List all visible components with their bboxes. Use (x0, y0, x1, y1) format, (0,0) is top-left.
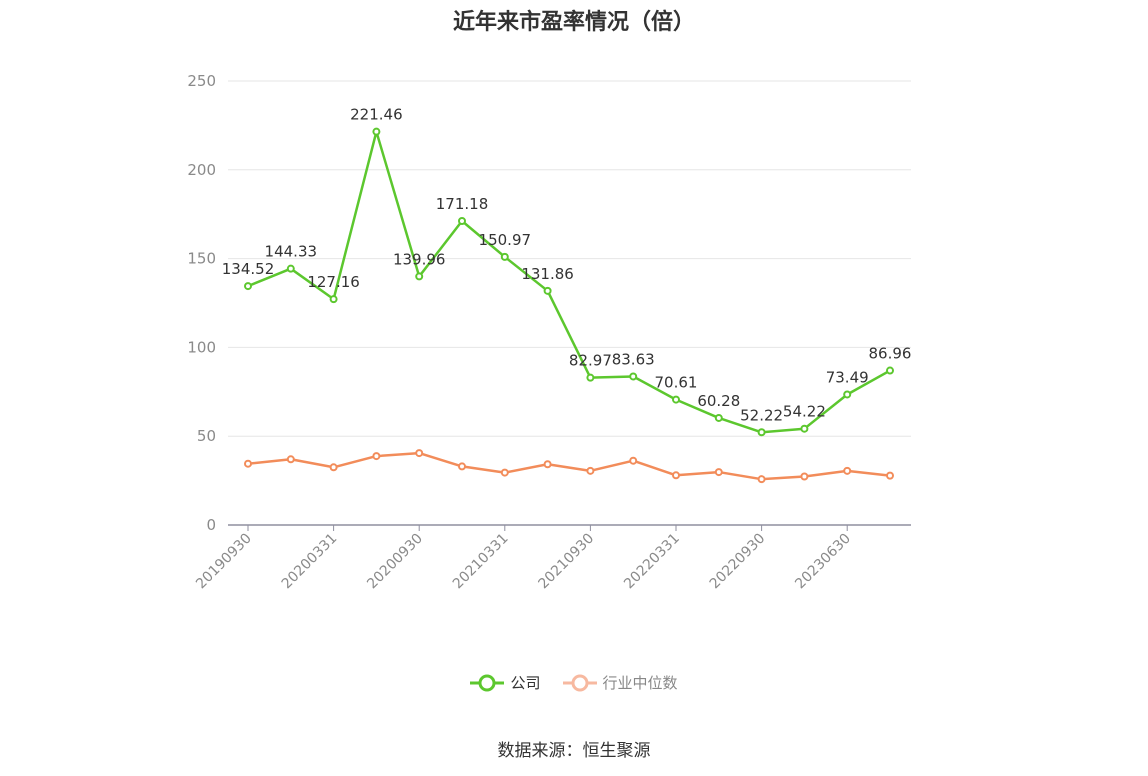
y-tick-label: 200 (187, 161, 216, 179)
y-tick-label: 250 (187, 72, 216, 90)
series-layer (244, 127, 894, 484)
data-label-company: 171.18 (436, 195, 489, 213)
legend: 公司 行业中位数 (0, 672, 1148, 693)
data-label-company: 134.52 (222, 260, 275, 278)
data-point-company (372, 127, 381, 136)
line-chart: 0 50 100 150 200 250 20190930 20200331 20200930 2… (187, 72, 912, 592)
legend-company-marker-icon (470, 674, 505, 691)
data-point-company (458, 216, 466, 225)
data-point-company (543, 286, 552, 295)
data-label-company: 60.28 (697, 392, 740, 410)
x-tick-label: 20200331 (279, 531, 341, 593)
series-line-company (247, 130, 891, 434)
data-point-industry (672, 471, 680, 480)
x-tick-label: 20190930 (193, 531, 255, 593)
legend-industry-label: 行业中位数 (602, 674, 678, 692)
chart-title: 近年来市盈率情况（倍） (452, 10, 695, 35)
data-point-industry (372, 452, 381, 461)
data-point-industry (586, 466, 595, 475)
x-tick-label: 20220930 (707, 531, 769, 593)
data-point-company (629, 372, 638, 381)
data-point-company (714, 413, 723, 422)
x-tick-label: 20210331 (450, 531, 512, 593)
data-point-industry (714, 468, 723, 477)
data-label-company: 82.97 (569, 352, 612, 370)
data-label-company: 52.22 (740, 406, 783, 424)
y-tick-label: 50 (197, 427, 216, 445)
legend-company-label: 公司 (510, 674, 541, 692)
data-point-industry (329, 463, 338, 472)
data-point-company (800, 424, 809, 433)
data-point-company (244, 282, 252, 291)
y-tick-label: 150 (187, 250, 216, 268)
legend-item-company[interactable]: 公司 (470, 672, 541, 693)
data-point-industry (415, 449, 424, 458)
data-point-company (500, 252, 509, 261)
data-label-company: 73.49 (826, 368, 869, 386)
data-label-company: 144.33 (265, 243, 318, 261)
x-tick-label: 20200930 (364, 531, 426, 593)
data-label-company: 127.16 (307, 273, 360, 291)
series-line-industry (247, 451, 891, 481)
y-tick-label: 0 (206, 516, 216, 534)
data-label-company: 139.96 (393, 250, 446, 268)
data-point-company (672, 395, 680, 404)
data-label-company: 150.97 (479, 231, 532, 249)
data-point-company (415, 272, 424, 281)
x-tick-label: 20230630 (792, 531, 854, 593)
data-label-company: 221.46 (350, 106, 403, 124)
data-point-industry (244, 459, 252, 468)
data-label-company: 83.63 (612, 350, 655, 368)
data-point-industry (543, 460, 552, 469)
grid-layer (228, 80, 911, 437)
x-tick-label: 20220331 (621, 531, 683, 593)
data-label-company: 86.96 (869, 345, 912, 363)
source-note: 数据来源：恒生聚源 (497, 741, 651, 761)
data-point-industry (757, 475, 766, 484)
y-tick-label: 100 (187, 338, 216, 356)
data-point-company (286, 264, 295, 273)
data-label-company: 131.86 (521, 265, 574, 283)
data-label-company: 70.61 (655, 374, 698, 392)
data-point-industry (843, 466, 852, 475)
data-point-industry (458, 462, 466, 471)
data-point-industry (629, 456, 638, 465)
legend-item-industry[interactable]: 行业中位数 (562, 672, 678, 693)
data-point-industry (800, 472, 809, 481)
data-point-company (329, 295, 338, 304)
data-point-company (886, 366, 894, 375)
data-point-company (757, 428, 766, 437)
data-label-company: 54.22 (783, 403, 826, 421)
data-point-industry (886, 471, 894, 480)
axis-layer: 0 50 100 150 200 250 20190930 20200331 20200930 2… (187, 72, 911, 592)
x-tick-label: 20210930 (536, 531, 598, 593)
data-point-industry (500, 468, 509, 477)
data-point-company (586, 373, 595, 382)
data-point-company (843, 390, 852, 399)
legend-industry-marker-icon (562, 674, 597, 691)
data-point-industry (286, 455, 295, 464)
